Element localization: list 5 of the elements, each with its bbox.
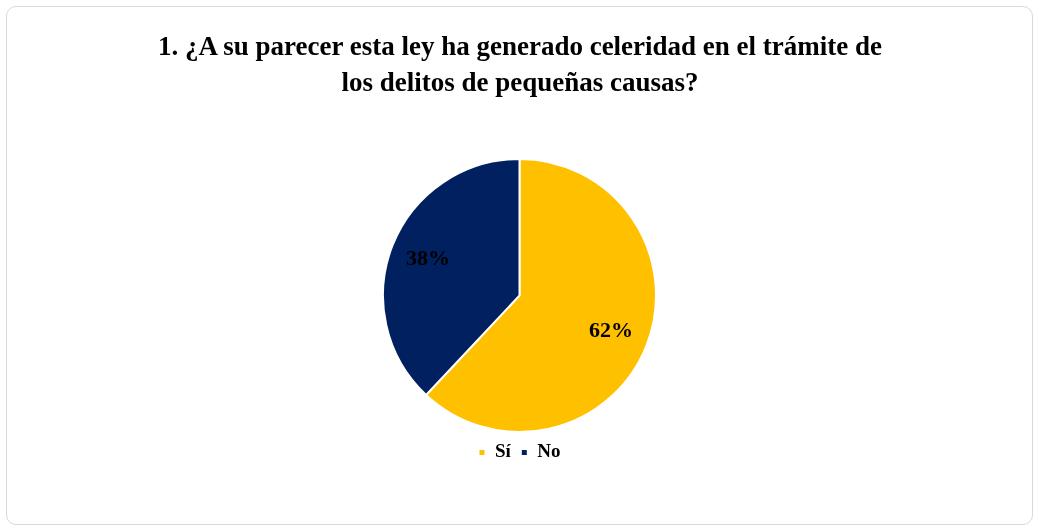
data-label: 62% [588,317,633,343]
data-label: 38% [406,245,451,271]
legend-label: Sí [494,440,512,462]
legend-label: No [537,440,561,462]
chart-title: 1. ¿A su parecer esta ley ha generado celeridad en el trámite de los delitos de pequeñas causas? [156,30,884,99]
